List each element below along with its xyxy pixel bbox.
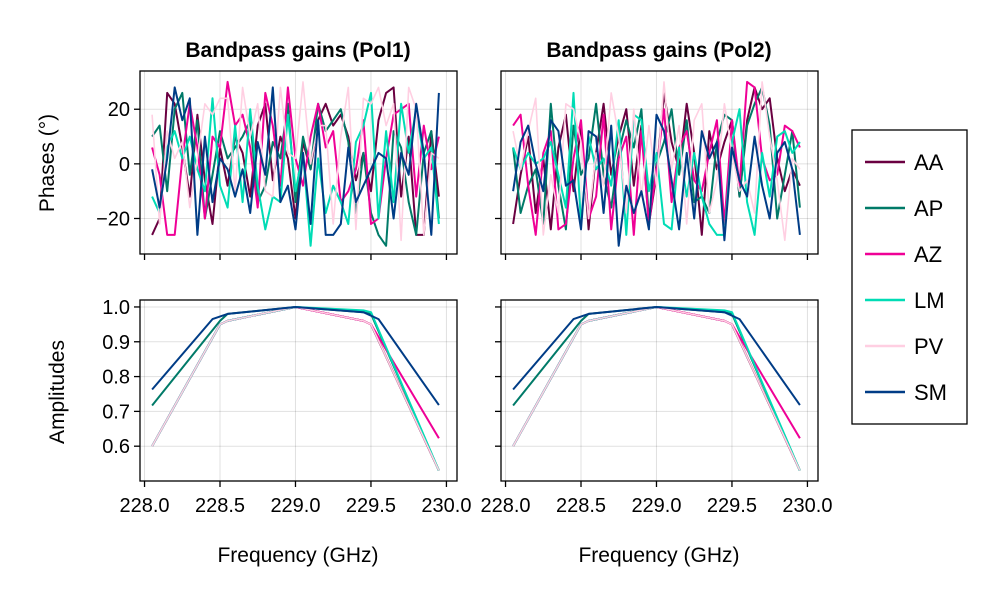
y-tick-label: 0.8 xyxy=(102,367,130,389)
panel-phases-pol1: Bandpass gains (Pol1) 20 0 −20 xyxy=(96,39,458,260)
plot-frame xyxy=(139,70,458,255)
x-tick-label: 229.0 xyxy=(631,495,681,517)
panel-amplitudes-pol2: 228.0 228.5 229.0 229.5 230.0 xyxy=(480,299,832,517)
y-tick-label: 0.9 xyxy=(102,332,130,354)
legend-item-pv: PV xyxy=(865,334,944,359)
legend-label: PV xyxy=(914,334,944,359)
x-tick-label: 229.0 xyxy=(270,495,320,517)
series-line-lm xyxy=(151,91,440,247)
x-axis-label-pol2: Frequency (GHz) xyxy=(578,544,739,567)
series-line-az xyxy=(512,80,801,236)
series-group xyxy=(151,306,440,472)
x-tick-label: 228.5 xyxy=(556,495,606,517)
series-line-sm xyxy=(512,306,801,406)
legend-label: SM xyxy=(914,380,947,405)
series-line-pv xyxy=(512,81,801,242)
legend-label: AP xyxy=(914,196,943,221)
panel-title-pol2: Bandpass gains (Pol2) xyxy=(546,39,771,62)
series-line-pv xyxy=(151,81,440,242)
x-tick-label: 230.0 xyxy=(421,495,471,517)
series-line-sm xyxy=(151,86,440,236)
y-tick-label: −20 xyxy=(96,208,130,230)
series-group xyxy=(512,80,801,247)
y-tick-label: 0.6 xyxy=(102,436,130,458)
legend-item-ap: AP xyxy=(865,196,943,221)
legend-label: LM xyxy=(914,288,945,313)
x-tick-label: 230.0 xyxy=(782,495,832,517)
series-line-sm xyxy=(151,306,440,406)
series-line-sm xyxy=(512,113,801,247)
legend-frame xyxy=(851,129,968,425)
legend: AA AP AZ LM PV SM xyxy=(851,129,968,425)
legend-item-lm: LM xyxy=(865,288,945,313)
y-tick-label: 0 xyxy=(119,154,130,176)
x-tick-label: 228.0 xyxy=(119,495,169,517)
series-group xyxy=(151,80,440,247)
x-tick-label: 228.0 xyxy=(480,495,530,517)
legend-item-aa: AA xyxy=(865,150,944,175)
plot-frame xyxy=(500,299,819,482)
legend-label: AA xyxy=(914,150,944,175)
y-tick-label: 0.7 xyxy=(102,401,130,423)
series-group xyxy=(512,306,801,472)
plot-frame xyxy=(139,299,458,482)
legend-item-sm: SM xyxy=(865,380,947,405)
x-tick-label: 229.5 xyxy=(707,495,757,517)
x-tick-label: 229.5 xyxy=(346,495,396,517)
panel-amplitudes-pol1: 228.0 228.5 229.0 229.5 230.0 1.0 0.9 0.8 0.7 0.6 xyxy=(102,297,471,517)
y-axis-label-amplitudes: Amplitudes xyxy=(46,340,69,444)
panel-title-pol1: Bandpass gains (Pol1) xyxy=(185,39,410,62)
x-axis-label-pol1: Frequency (GHz) xyxy=(217,544,378,567)
legend-item-az: AZ xyxy=(865,242,942,267)
y-tick-label: 1.0 xyxy=(102,297,130,319)
y-tick-label: 20 xyxy=(108,99,130,121)
plot-frame xyxy=(500,70,819,255)
x-tick-label: 228.5 xyxy=(195,495,245,517)
panel-phases-pol2: Bandpass gains (Pol2) xyxy=(495,39,819,260)
legend-label: AZ xyxy=(914,242,942,267)
y-axis-label-phases: Phases (°) xyxy=(36,114,59,212)
